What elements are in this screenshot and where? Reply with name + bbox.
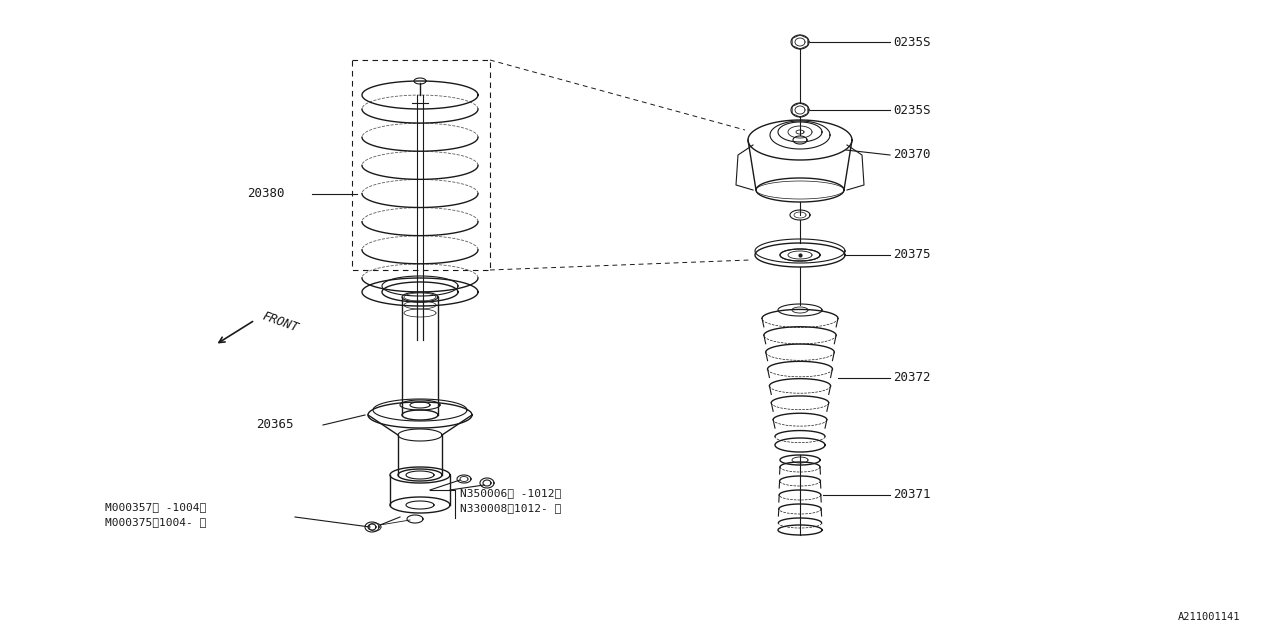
Polygon shape — [756, 178, 844, 202]
Text: M000357〈 -1004〉: M000357〈 -1004〉 — [105, 502, 206, 512]
Polygon shape — [780, 455, 820, 465]
Polygon shape — [755, 243, 845, 267]
Text: 0235S: 0235S — [893, 104, 931, 116]
Polygon shape — [402, 292, 438, 302]
Polygon shape — [778, 304, 822, 316]
Text: 20365: 20365 — [256, 419, 293, 431]
Text: N330008〈1012- 〉: N330008〈1012- 〉 — [460, 503, 561, 513]
Polygon shape — [369, 402, 472, 428]
Polygon shape — [790, 210, 810, 220]
Polygon shape — [778, 525, 822, 535]
Text: 20380: 20380 — [247, 187, 284, 200]
Text: N350006〈 -1012〉: N350006〈 -1012〉 — [460, 488, 561, 498]
Polygon shape — [780, 249, 820, 261]
Text: A211001141: A211001141 — [1178, 612, 1240, 622]
Text: 20370: 20370 — [893, 148, 931, 161]
Text: 20375: 20375 — [893, 248, 931, 262]
Text: 20371: 20371 — [893, 488, 931, 502]
Polygon shape — [390, 497, 451, 513]
Text: 0235S: 0235S — [893, 35, 931, 49]
Polygon shape — [390, 467, 451, 483]
Text: 20372: 20372 — [893, 371, 931, 384]
Text: M000375〈1004- 〉: M000375〈1004- 〉 — [105, 517, 206, 527]
Polygon shape — [771, 121, 829, 149]
Polygon shape — [398, 429, 442, 441]
Polygon shape — [381, 282, 458, 302]
Text: FRONT: FRONT — [260, 310, 300, 335]
Polygon shape — [774, 438, 826, 452]
Polygon shape — [402, 410, 438, 420]
Polygon shape — [398, 469, 442, 481]
